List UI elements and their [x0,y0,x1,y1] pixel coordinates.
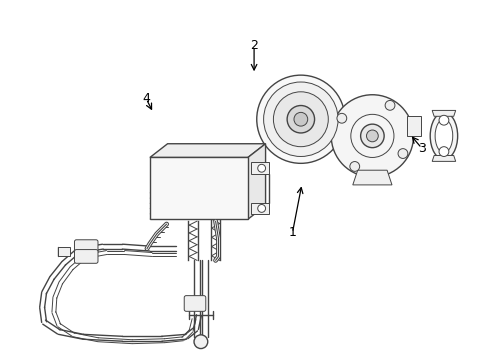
Circle shape [286,105,314,133]
Circle shape [438,115,448,125]
Circle shape [397,149,407,158]
Circle shape [349,162,359,171]
Circle shape [360,124,384,148]
Polygon shape [431,111,455,116]
Text: 2: 2 [250,40,258,53]
Polygon shape [58,247,69,256]
Circle shape [256,75,344,163]
FancyBboxPatch shape [74,240,98,253]
Ellipse shape [429,112,457,159]
Text: 3: 3 [417,142,425,155]
Circle shape [194,335,207,348]
Circle shape [257,164,265,172]
Polygon shape [352,170,391,185]
Circle shape [257,204,265,212]
Polygon shape [406,116,421,136]
Circle shape [366,130,378,142]
Polygon shape [250,203,268,214]
Circle shape [330,95,413,177]
Circle shape [385,100,394,110]
Polygon shape [150,144,265,157]
Circle shape [336,113,346,123]
Polygon shape [431,156,455,161]
Ellipse shape [434,119,452,153]
Polygon shape [150,157,247,219]
FancyBboxPatch shape [74,249,98,263]
Text: 1: 1 [288,226,296,239]
Circle shape [273,92,327,147]
Polygon shape [250,162,268,174]
Text: 4: 4 [142,93,150,105]
Circle shape [293,112,307,126]
Circle shape [263,82,337,157]
Circle shape [438,147,448,157]
Polygon shape [247,144,265,219]
FancyBboxPatch shape [184,296,205,311]
